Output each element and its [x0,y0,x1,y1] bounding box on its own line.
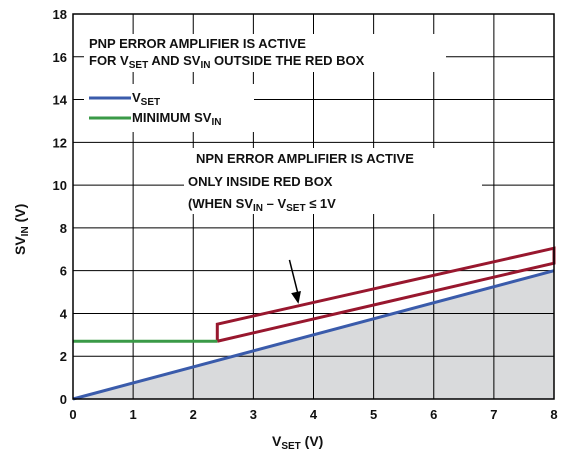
y-axis-label: SVIN (V) [12,204,31,255]
x-tick-label: 1 [130,407,137,422]
y-tick-label: 10 [53,178,67,193]
subscript-text: SET [141,97,160,108]
x-tick-label: 0 [69,407,76,422]
subscript-text: IN [20,226,31,236]
annotation-text-segment: SV [12,236,28,255]
y-tick-label: 14 [53,93,68,108]
npn-annotation-background [184,148,482,214]
annotation-text-segment: V [132,90,141,105]
y-tick-label: 0 [60,392,67,407]
annotation-background-layer [84,34,482,214]
y-tick-label: 2 [60,349,67,364]
y-tick-label: 12 [53,135,67,150]
annotation-arrow-head [291,291,301,304]
annotation-text-segment: V [272,433,282,449]
subscript-text: SET [286,203,305,214]
annotation-text-segment: ≤ 1V [306,196,337,211]
npn-annotation-line-1: NPN ERROR AMPLIFIER IS ACTIVE [196,151,414,166]
x-tick-label: 2 [190,407,197,422]
y-tick-label: 8 [60,221,67,236]
annotation-text-segment: MINIMUM SV [132,110,212,125]
vset-series-line [72,269,555,401]
x-axis-label: VSET (V) [272,433,323,452]
annotation-text-segment: FOR V [89,53,129,68]
annotation-text-segment: (V) [12,204,28,227]
pnp-annotation-background [84,34,446,72]
x-tick-label: 4 [310,407,318,422]
legend-background [84,84,254,132]
x-tick-label: 5 [370,407,377,422]
annotation-text-segment: (WHEN SV [188,196,253,211]
pnp-annotation-line-1: PNP ERROR AMPLIFIER IS ACTIVE [89,36,306,51]
plot-frame [72,13,555,400]
npn-annotation-line-2: ONLY INSIDE RED BOX [188,174,333,189]
annotation-text-segment: AND SV [148,53,201,68]
annotation-text-segment: (V) [301,433,324,449]
y-tick-label: 18 [53,7,67,22]
subscript-text: SET [281,441,300,452]
subscript-text: IN [211,117,221,128]
legend-entry-label: VSET [132,90,160,108]
subscript-text: IN [200,60,210,71]
subscript-text: SET [129,60,148,71]
y-tick-label: 16 [53,50,67,65]
plot-frame-layer [72,13,555,400]
x-tick-label: 3 [250,407,257,422]
legend-entry-label: MINIMUM SVIN [132,110,221,128]
y-tick-label: 6 [60,264,67,279]
annotation-arrow-shaft [288,259,300,297]
annotation-text-segment: – V [263,196,286,211]
x-tick-label: 8 [550,407,557,422]
x-tick-label: 6 [430,407,437,422]
pnp-annotation-line-2: FOR VSET AND SVIN OUTSIDE THE RED BOX [89,53,365,71]
subscript-text: IN [253,203,263,214]
annotation-text-segment: OUTSIDE THE RED BOX [210,53,364,68]
x-tick-label: 7 [490,407,497,422]
axis-label-layer: VSET (V)SVIN (V) [12,204,323,452]
y-tick-label: 4 [60,306,68,321]
npn-annotation-line-3: (WHEN SVIN – VSET ≤ 1V [188,196,336,214]
